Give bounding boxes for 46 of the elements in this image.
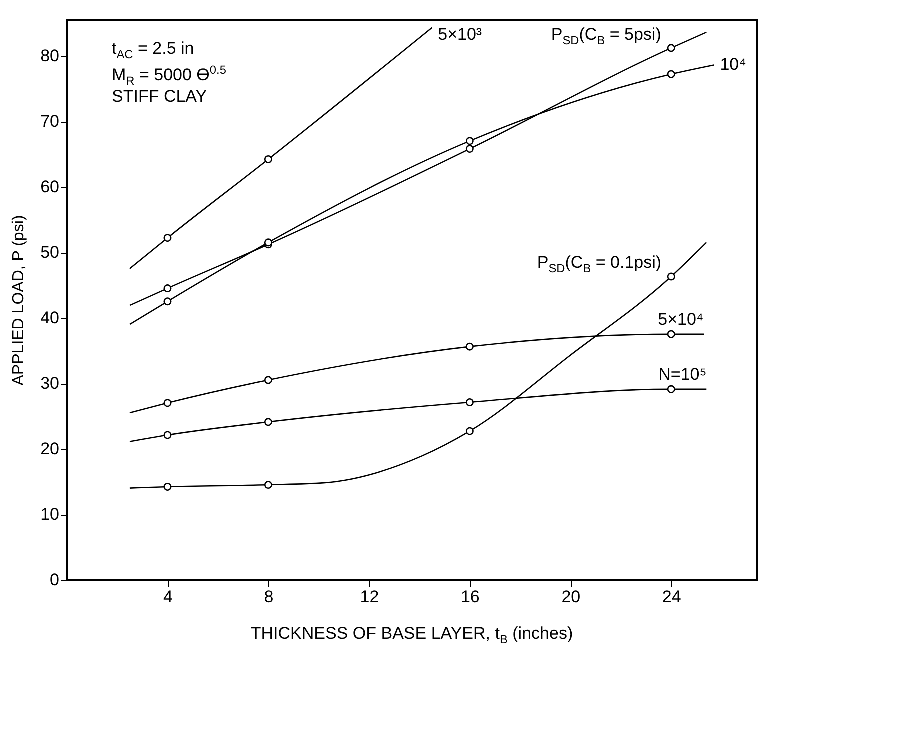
series-label: 5×10³: [438, 25, 482, 45]
y-tick-label: 60: [40, 178, 60, 197]
point: [164, 482, 172, 491]
point: [164, 431, 172, 440]
y-tick-label: 40: [40, 308, 60, 328]
point: [164, 234, 172, 242]
point: [667, 385, 676, 394]
point: [667, 44, 676, 52]
series-label: P$_{SD}$(C$_{B}$ = 5psi): [551, 25, 662, 48]
point: [667, 272, 676, 281]
y-tick-label: 10: [40, 505, 60, 524]
y-tick-label: 70: [40, 112, 60, 132]
series-label: 10⁴: [720, 54, 746, 74]
series-label: 5×10⁴: [658, 310, 704, 330]
point: [466, 427, 474, 436]
point: [264, 156, 272, 164]
annotation: t$_{AC}$ = 2.5 in: [112, 39, 194, 62]
point: [164, 284, 172, 293]
point: [164, 298, 172, 306]
annotation: M$_{R}$ = 5000 ϴ$^{0.5}$: [112, 63, 226, 88]
y-tick-label: 80: [40, 46, 60, 66]
x-tick-label: 4: [163, 588, 173, 606]
series-label: P$_{SD}$(C$_{B}$ = 0.1psi): [537, 253, 662, 276]
x-tick-label: 20: [562, 588, 581, 606]
x-tick-label: 8: [264, 588, 274, 606]
annotation: STIFF CLAY: [112, 87, 208, 107]
y-axis-title: APPLIED LOAD, P (psi): [10, 215, 28, 386]
point: [667, 70, 676, 78]
y-tick-label: 50: [40, 243, 60, 262]
point: [466, 398, 474, 406]
x-tick-label: 16: [460, 588, 480, 606]
point: [667, 330, 676, 338]
x-axis-title: THICKNESS OF BASE LAYER, t$_{B}$ (inches): [250, 624, 574, 646]
point: [466, 342, 474, 351]
x-tick-label: 24: [662, 588, 682, 606]
point: [264, 376, 272, 384]
point: [264, 418, 272, 426]
point: [164, 399, 172, 408]
point: [466, 137, 474, 146]
x-tick-label: 12: [360, 588, 380, 606]
y-tick-label: 0: [50, 570, 60, 590]
point: [466, 145, 474, 154]
point: [264, 481, 272, 490]
y-tick-label: 20: [40, 440, 60, 459]
y-tick-label: 30: [40, 374, 60, 394]
series-label: N=10⁵: [658, 365, 707, 386]
